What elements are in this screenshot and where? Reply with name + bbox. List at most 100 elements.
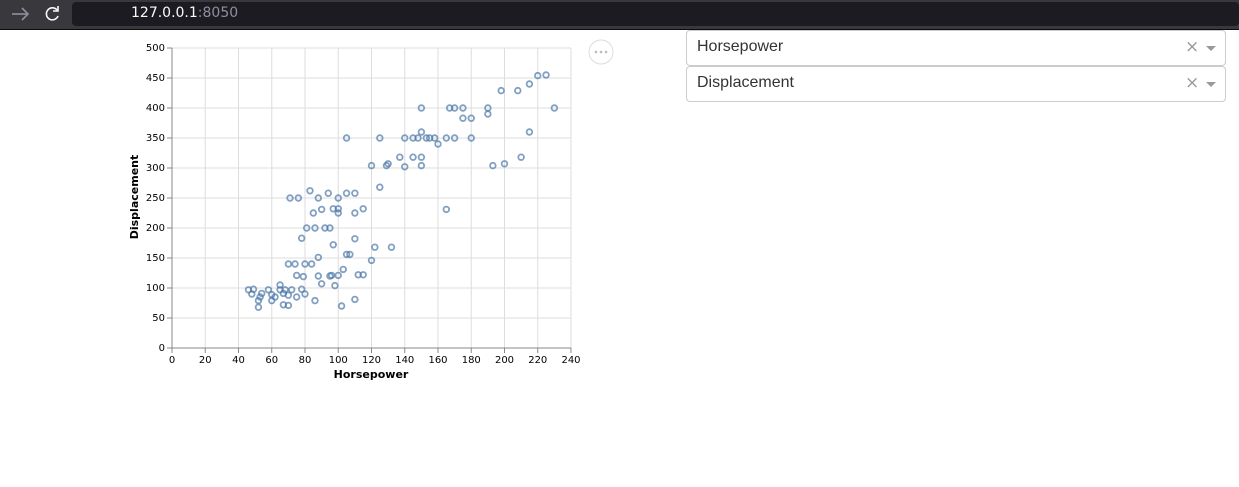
point <box>258 289 266 298</box>
point <box>417 153 426 161</box>
point <box>326 224 334 232</box>
point <box>334 271 342 280</box>
point <box>301 290 309 298</box>
chart: Displacement Horsepower 0501001502002503… <box>128 39 614 381</box>
reload-button[interactable] <box>45 6 59 21</box>
point <box>346 250 354 259</box>
browser-toolbar: 127.0.0.1:8050 <box>0 0 1239 30</box>
point <box>430 134 439 142</box>
point <box>306 187 314 195</box>
x-tick-label: 240 <box>561 355 580 366</box>
point <box>484 110 492 118</box>
point <box>307 260 316 268</box>
point <box>497 86 505 95</box>
url-bar[interactable] <box>72 2 1239 26</box>
point <box>317 280 326 288</box>
y-tick-label: 250 <box>146 193 165 204</box>
forward-button[interactable] <box>12 7 30 21</box>
x-tick-label: 180 <box>462 355 481 366</box>
point <box>327 271 336 280</box>
x-tick-label: 160 <box>428 355 447 366</box>
dropdown-value: Displacement <box>697 74 794 91</box>
point <box>342 189 351 197</box>
point <box>384 160 392 168</box>
clear-button[interactable]: × <box>1185 73 1200 93</box>
point <box>401 134 409 142</box>
point <box>264 286 273 294</box>
x-tick-label: 220 <box>528 355 547 366</box>
x-tick-label: 100 <box>329 355 348 366</box>
y-tick-label: 50 <box>152 313 165 324</box>
point <box>376 134 384 142</box>
y-tick-label: 100 <box>146 283 165 294</box>
clear-button[interactable]: × <box>1185 37 1200 57</box>
point <box>291 260 299 268</box>
x-tick-label: 0 <box>169 355 175 366</box>
dropdown-arrow[interactable] <box>1206 46 1216 51</box>
dropdown-arrow[interactable] <box>1206 82 1216 87</box>
point <box>281 286 289 294</box>
point <box>309 209 318 217</box>
point <box>500 160 509 168</box>
point <box>339 265 347 274</box>
y-tick-label: 150 <box>146 253 165 264</box>
point <box>459 114 467 122</box>
point <box>467 114 475 122</box>
point <box>434 140 442 148</box>
y-axis-title: Displacement <box>128 155 141 240</box>
point <box>396 153 404 161</box>
url-text[interactable]: 127.0.0.1:8050 <box>131 5 238 21</box>
point <box>254 303 263 311</box>
y-tick-label: 350 <box>146 133 165 144</box>
point <box>414 134 422 142</box>
point <box>417 161 426 170</box>
url-port: :8050 <box>197 5 239 21</box>
x-tick-label: 40 <box>232 355 245 366</box>
point <box>302 224 311 232</box>
point <box>422 134 431 142</box>
point <box>351 295 359 304</box>
point <box>351 235 359 243</box>
point <box>271 293 279 301</box>
point <box>324 189 332 197</box>
point <box>371 243 379 251</box>
x-axis-title: Horsepower <box>334 368 409 381</box>
point <box>367 161 376 170</box>
point <box>351 209 359 217</box>
point <box>450 134 459 142</box>
point <box>550 104 559 112</box>
x-tick-label: 80 <box>299 355 312 366</box>
point <box>467 134 475 142</box>
y-tick-label: 400 <box>146 103 165 114</box>
point <box>297 285 306 293</box>
point <box>409 153 417 161</box>
point <box>314 194 322 202</box>
point <box>442 205 451 214</box>
point <box>367 256 376 265</box>
point <box>534 71 542 80</box>
x-tick-label: 120 <box>362 355 381 366</box>
point <box>254 296 263 305</box>
y-dropdown[interactable]: Displacement × <box>686 66 1226 102</box>
point <box>329 241 337 249</box>
y-tick-label: 0 <box>159 343 165 354</box>
x-tick-label: 20 <box>199 355 212 366</box>
point <box>284 301 293 310</box>
point <box>542 71 550 79</box>
point <box>292 271 301 280</box>
point <box>359 205 367 213</box>
point <box>351 189 359 197</box>
y-tick-label: 200 <box>146 223 165 234</box>
point <box>517 153 525 161</box>
point <box>450 104 459 112</box>
actions-menu[interactable] <box>588 39 614 65</box>
point <box>331 281 339 290</box>
point <box>256 293 264 301</box>
x-dropdown[interactable]: Horsepower × <box>686 30 1226 66</box>
point <box>337 302 346 310</box>
point <box>294 194 303 202</box>
point <box>299 272 308 281</box>
x-tick-label: 140 <box>395 355 414 366</box>
